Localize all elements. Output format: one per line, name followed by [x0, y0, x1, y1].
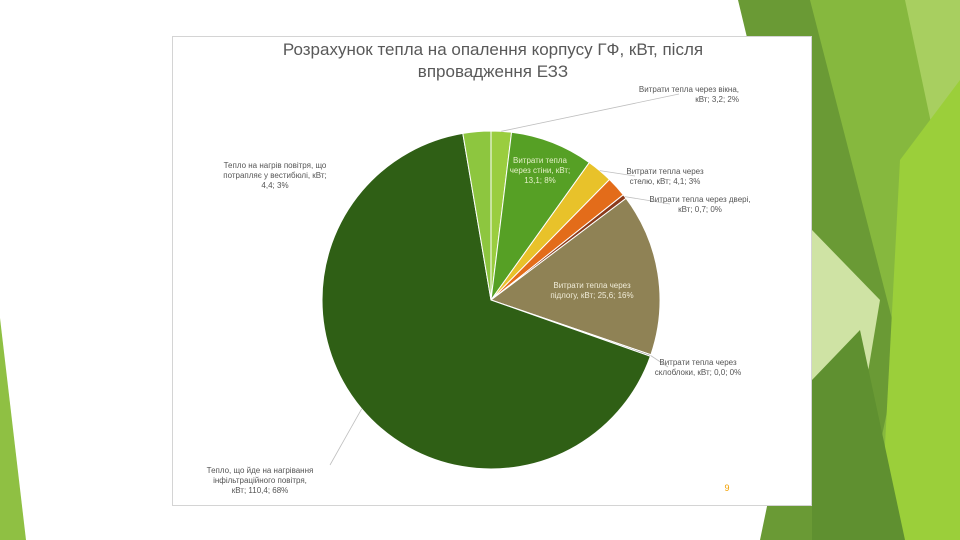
left-accent-shape — [0, 318, 26, 540]
chart-title: Розрахунок тепла на опалення корпусу ГФ,… — [282, 40, 704, 81]
leader-line-6 — [329, 408, 363, 466]
leader-line-3 — [624, 196, 671, 205]
data-label-2: Витрати тепла через стелю, кВт; 4,1; 3% — [626, 167, 704, 186]
leader-line-5 — [650, 355, 669, 368]
data-label-1: Витрати тепла через стіни, кВт; 13,1; 8% — [510, 156, 570, 185]
pie-slice-4 — [489, 197, 661, 356]
slide-number: 9 — [724, 483, 730, 493]
leader-line-2 — [599, 170, 636, 177]
data-label-6: Тепло, що йде на нагрівання інфільтраційн… — [207, 466, 314, 495]
right-accent-shape-bright — [880, 80, 960, 540]
right-accent-shape-deep — [812, 330, 905, 540]
data-label-5: Витрати тепла через склоблоки, кВт; 0,0; … — [655, 358, 741, 377]
leader-line-0 — [501, 93, 680, 132]
right-accent-shape-light — [868, 0, 960, 260]
data-label-0: Витрати тепла через вікна, кВт; 3,2; 2% — [639, 85, 739, 104]
pie-slice-7 — [462, 130, 492, 301]
data-label-3: Витрати тепла через двері, кВт; 0,7; 0% — [649, 195, 750, 214]
data-label-7: Тепло на нагрів повітря, що потрапляє у в… — [223, 161, 327, 190]
chart-container: Розрахунок тепла на опалення корпусу ГФ,… — [172, 36, 812, 506]
data-label-4: Витрати тепла через підлогу, кВт; 25,6; 1… — [550, 281, 633, 300]
pie-chart: Витрати тепла через вікна, кВт; 3,2; 2% Ви… — [207, 85, 751, 495]
